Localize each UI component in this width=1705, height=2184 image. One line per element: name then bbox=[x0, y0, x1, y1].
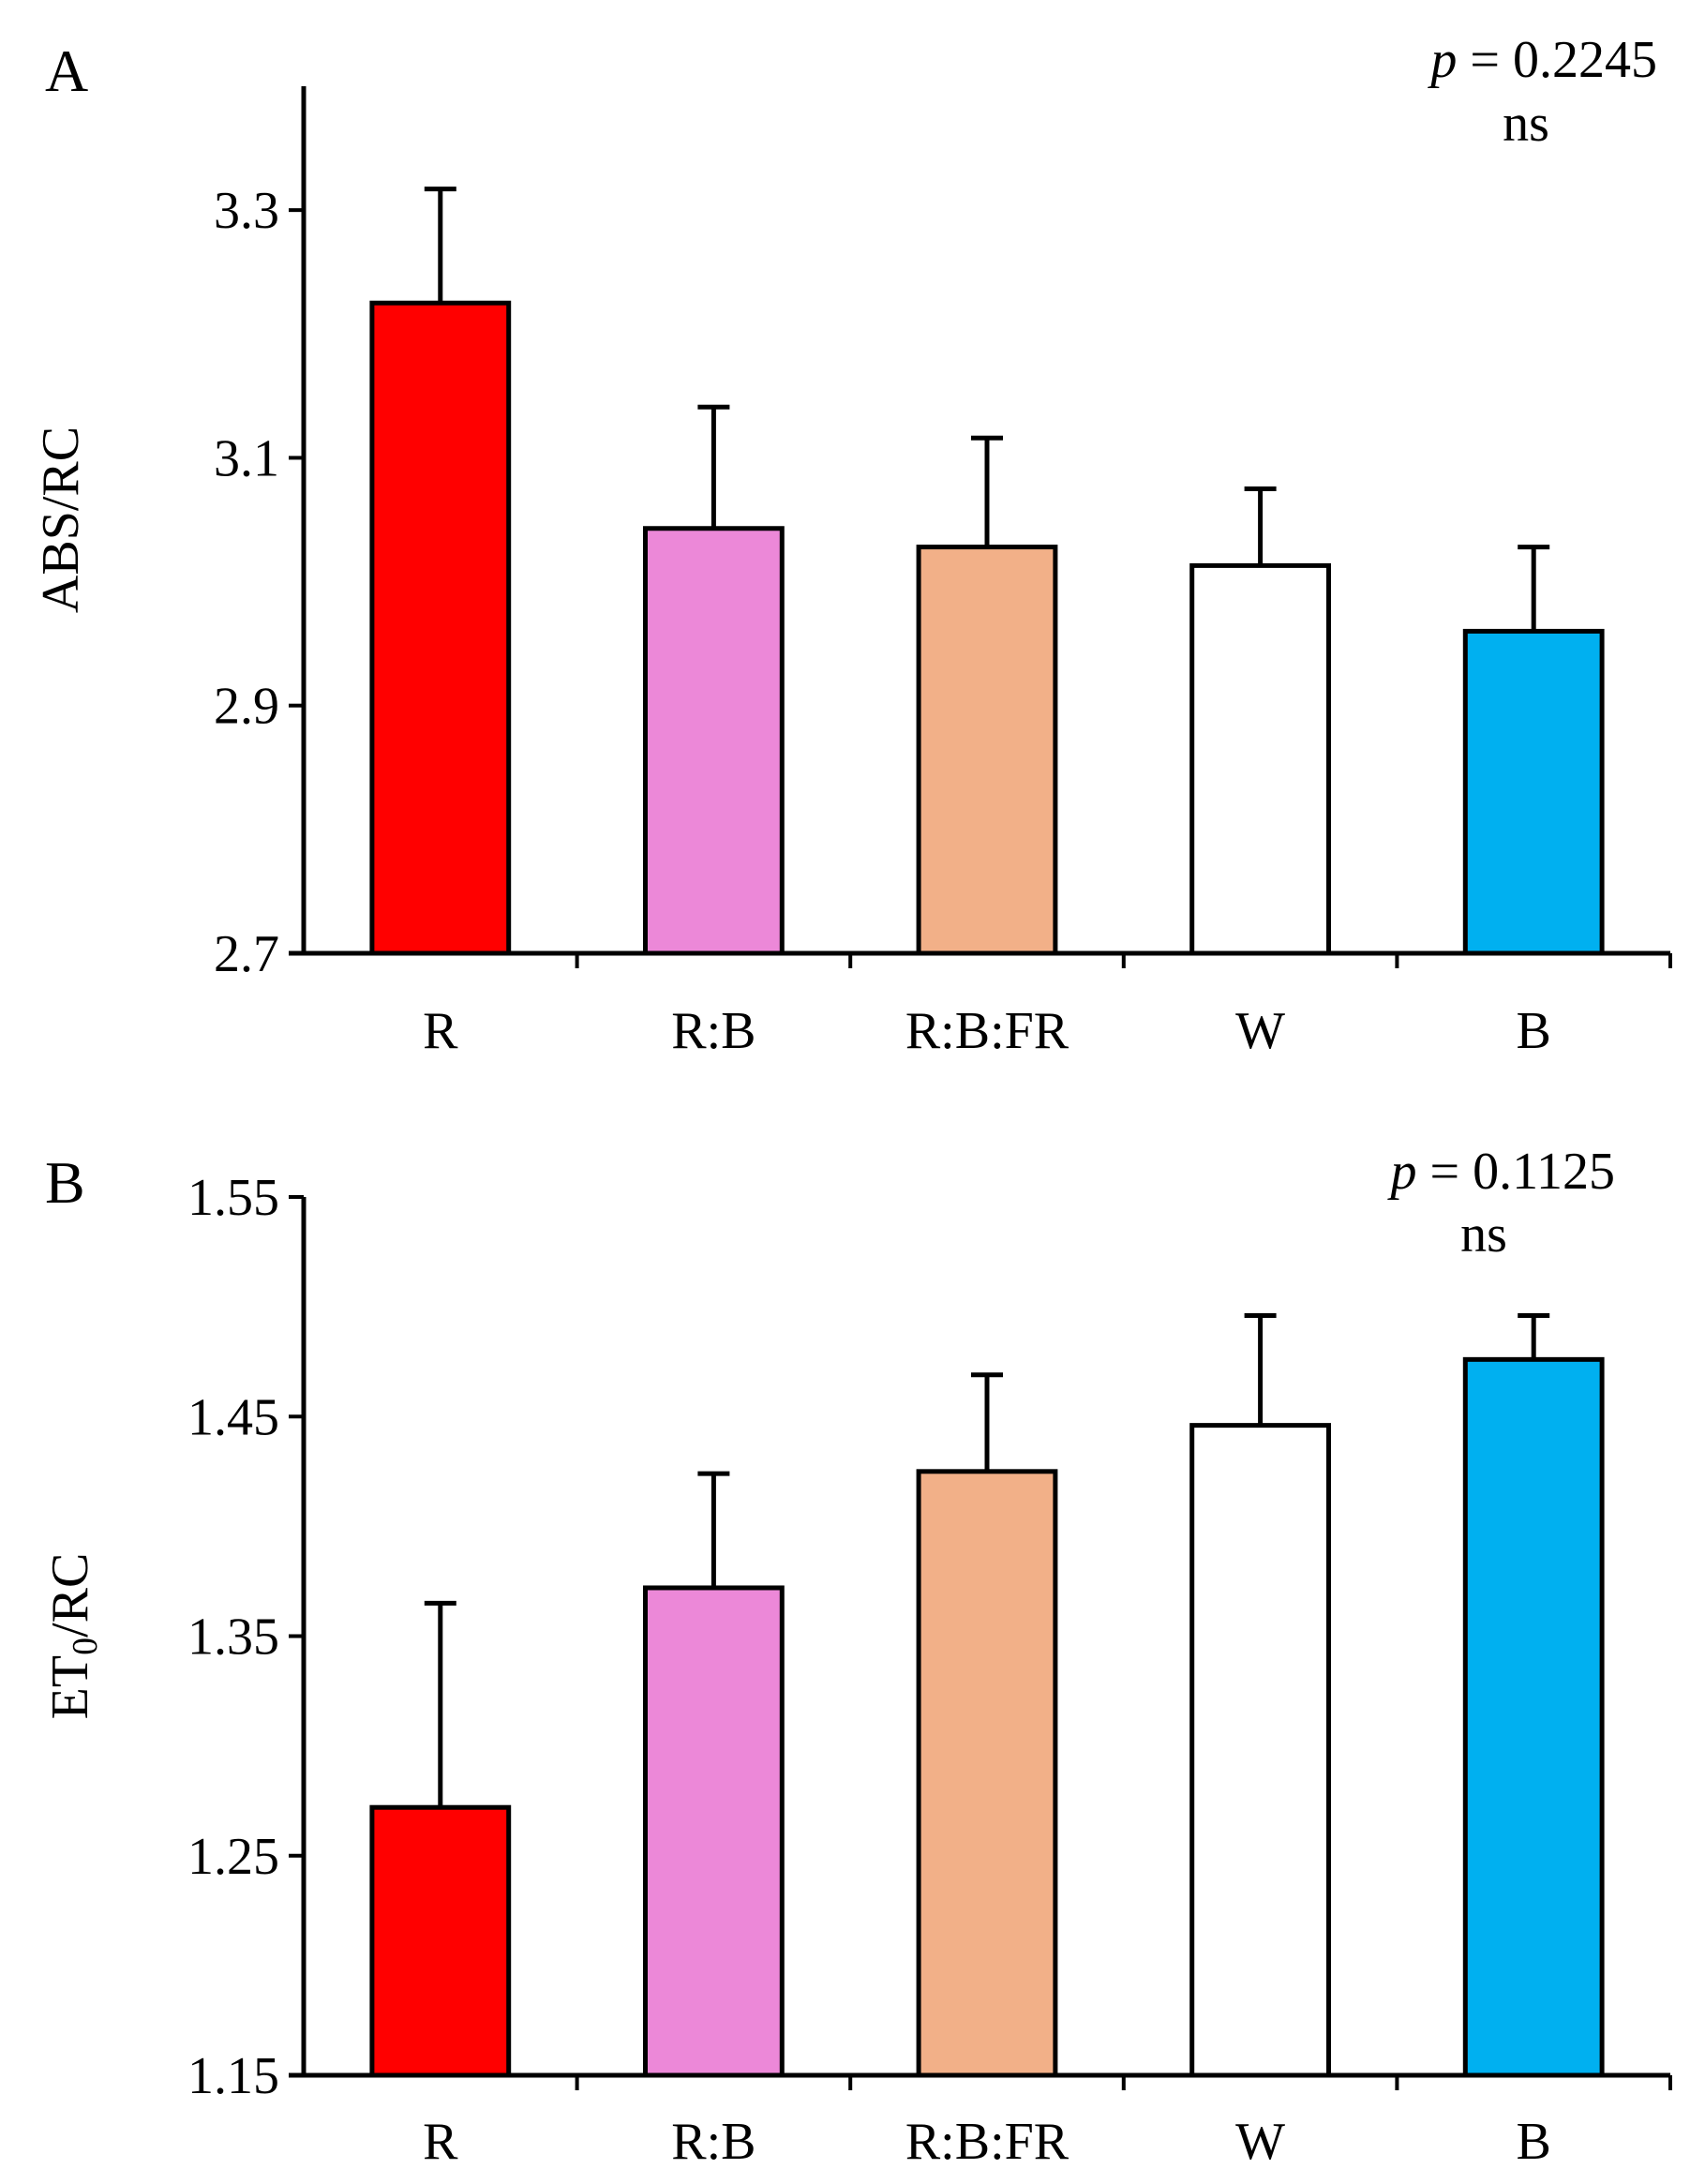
bar-r bbox=[369, 1804, 512, 2078]
bar-w bbox=[1189, 1423, 1331, 2078]
bar-r-b bbox=[643, 526, 785, 956]
y-tick-label: 1.15 bbox=[187, 2047, 279, 2105]
panel-label: A bbox=[45, 37, 88, 104]
x-tick-label: W bbox=[1235, 1002, 1285, 1060]
y-tick-label: 3.1 bbox=[214, 429, 279, 487]
bar-b bbox=[1462, 1356, 1605, 2078]
y-tick-label: 3.3 bbox=[214, 182, 279, 240]
chart-panel-b: R R:B R:B:FR W B 1.15 1.25 1.35 1.45 1.55 B ET0/RC p… bbox=[41, 1143, 1672, 2171]
p-symbol: p bbox=[1427, 31, 1470, 89]
p-value-annotation: p = 0.1125 bbox=[1386, 1143, 1615, 1201]
x-tick-label: R:B bbox=[671, 1002, 755, 1060]
bar-r-b-fr bbox=[916, 1469, 1058, 2078]
y-tick-label: 1.35 bbox=[187, 1608, 279, 1667]
bar-r-b bbox=[643, 1585, 785, 2078]
x-tick-label: R:B:FR bbox=[905, 2113, 1069, 2171]
bar-b bbox=[1462, 628, 1605, 956]
p-value-annotation: p = 0.2245 bbox=[1427, 31, 1657, 89]
y-axis-title-main: ABS/RC bbox=[32, 426, 90, 613]
y-axis-title-main: ET bbox=[41, 1655, 99, 1719]
significance-annotation: ns bbox=[1503, 95, 1549, 153]
y-tick-label: 1.55 bbox=[187, 1169, 279, 1227]
bar-w bbox=[1189, 562, 1331, 956]
x-tick-label: W bbox=[1235, 2113, 1285, 2171]
y-tick-label: 2.7 bbox=[214, 925, 279, 983]
y-axis-title: ABS/RC bbox=[32, 426, 90, 613]
y-axis-title-subscript: 0 bbox=[66, 1638, 105, 1655]
panel-label: B bbox=[45, 1149, 85, 1216]
x-tick-label: B bbox=[1517, 2113, 1551, 2171]
bar-r-b-fr bbox=[916, 545, 1058, 956]
p-value: = 0.2245 bbox=[1470, 31, 1657, 89]
y-tick-label: 1.45 bbox=[187, 1388, 279, 1446]
significance-annotation: ns bbox=[1460, 1205, 1507, 1264]
y-tick-label: 2.9 bbox=[214, 678, 279, 736]
x-tick-label: B bbox=[1517, 1002, 1551, 1060]
y-axis-title: ET0/RC bbox=[41, 1553, 105, 1720]
x-tick-label: R:B bbox=[671, 2113, 755, 2171]
x-tick-label: R bbox=[423, 1002, 458, 1060]
chart-panel-a: R R:B R:B:FR W B 2.7 2.9 3.1 3.3 A ABS/RC p = 0.224… bbox=[32, 31, 1672, 1060]
y-tick-label: 1.25 bbox=[187, 1828, 279, 1886]
y-axis-title-tail: /RC bbox=[41, 1553, 99, 1638]
bar-r bbox=[369, 300, 512, 956]
x-tick-label: R:B:FR bbox=[905, 1002, 1069, 1060]
x-tick-label: R bbox=[423, 2113, 458, 2171]
p-symbol: p bbox=[1386, 1143, 1429, 1201]
p-value: = 0.1125 bbox=[1429, 1143, 1615, 1201]
